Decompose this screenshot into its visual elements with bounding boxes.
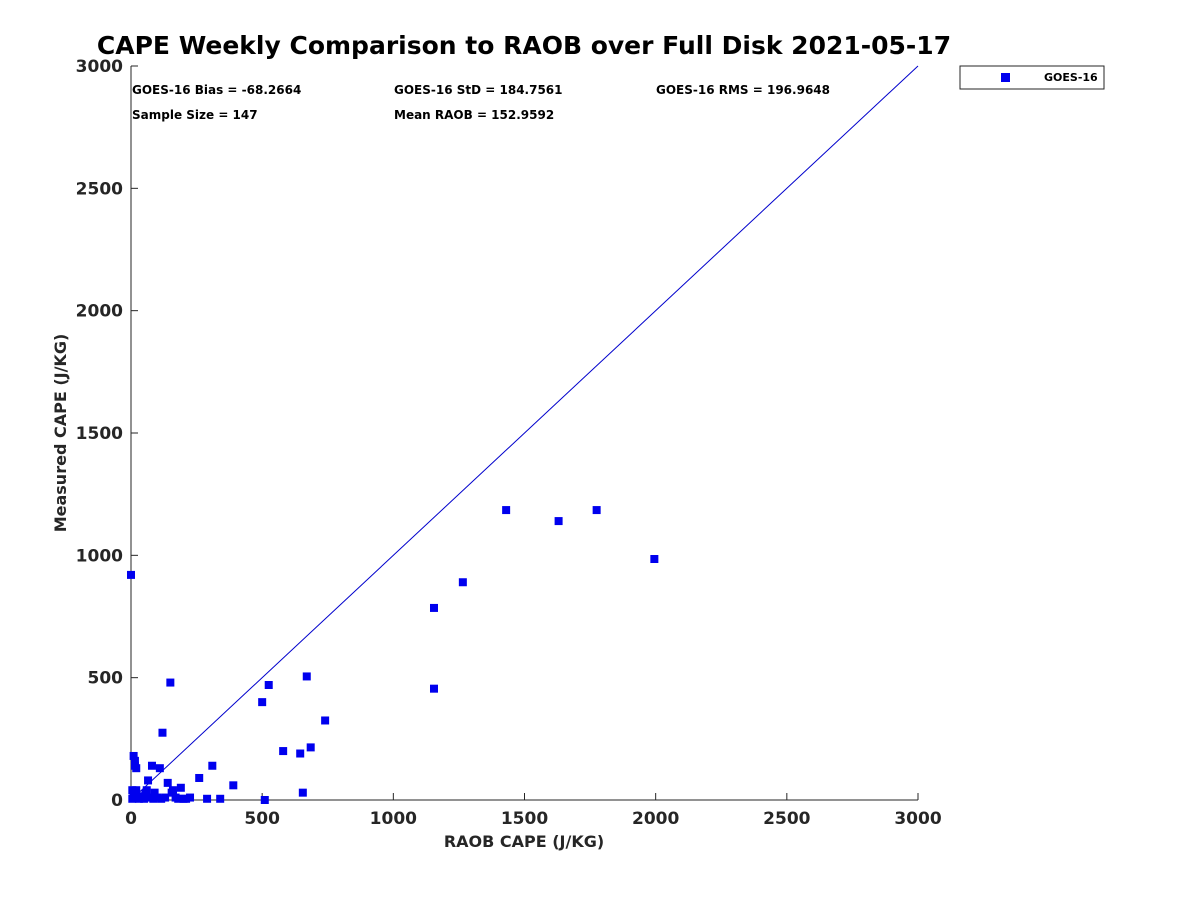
data-point-0-21 bbox=[155, 764, 164, 773]
y-tick-label-6: 3000 bbox=[76, 57, 123, 77]
legend-box bbox=[959, 65, 1105, 90]
data-point-0-12 bbox=[140, 794, 149, 803]
x-tick-label-1: 500 bbox=[244, 809, 280, 829]
reference-line-1-to-1 bbox=[130, 65, 919, 801]
x-tick-label-0: 0 bbox=[125, 809, 137, 829]
stat-bias: GOES-16 Bias = -68.2664 bbox=[132, 83, 301, 97]
data-point-0-51 bbox=[458, 578, 467, 587]
x-tick-label-6: 3000 bbox=[894, 809, 941, 829]
data-point-0-19 bbox=[150, 788, 159, 797]
data-point-0-50 bbox=[429, 684, 438, 693]
data-point-0-2 bbox=[130, 756, 139, 765]
y-tick-label-2: 1000 bbox=[76, 546, 123, 566]
data-point-0-4 bbox=[132, 764, 141, 773]
data-point-0-15 bbox=[144, 776, 153, 785]
legend: GOES-16 bbox=[959, 65, 1105, 90]
data-point-0-6 bbox=[132, 786, 141, 795]
data-point-0-53 bbox=[554, 517, 563, 526]
data-point-0-34 bbox=[186, 793, 195, 802]
data-point-0-43 bbox=[279, 747, 288, 756]
data-point-0-49 bbox=[429, 603, 438, 612]
plot-area: 0 500 1000 1500 2000 2500 3000 0 500 1000 1500 2000… bbox=[76, 57, 942, 829]
data-point-0-40 bbox=[258, 698, 267, 707]
y-tick-label-1: 500 bbox=[88, 669, 124, 689]
y-tick-label-0: 0 bbox=[111, 791, 123, 811]
x-tick-label-5: 2500 bbox=[763, 809, 810, 829]
data-point-0-37 bbox=[208, 761, 217, 770]
data-point-0-26 bbox=[166, 678, 175, 687]
y-tick-label-4: 2000 bbox=[76, 302, 123, 322]
data-point-0-48 bbox=[321, 716, 330, 725]
data-point-0-46 bbox=[302, 672, 311, 681]
chart-title: CAPE Weekly Comparison to RAOB over Full… bbox=[97, 31, 951, 60]
data-point-0-28 bbox=[168, 786, 177, 795]
stat-std: GOES-16 StD = 184.7561 bbox=[394, 83, 563, 97]
data-point-0-36 bbox=[203, 794, 212, 803]
data-point-0-47 bbox=[306, 743, 315, 752]
data-point-0-1 bbox=[129, 751, 138, 760]
data-point-0-44 bbox=[296, 749, 305, 758]
x-tick-label-3: 1500 bbox=[501, 809, 548, 829]
data-point-0-31 bbox=[176, 783, 185, 792]
data-point-0-30 bbox=[174, 794, 183, 803]
data-point-0-17 bbox=[147, 761, 156, 770]
data-point-0-42 bbox=[264, 681, 273, 690]
stat-sample-size: Sample Size = 147 bbox=[132, 108, 258, 122]
data-point-0-14 bbox=[142, 786, 151, 795]
x-axis-label: RAOB CAPE (J/KG) bbox=[444, 832, 604, 851]
data-point-0-55 bbox=[650, 555, 659, 564]
data-point-0-0 bbox=[127, 570, 135, 579]
data-point-0-35 bbox=[195, 773, 204, 782]
x-tick-label-2: 1000 bbox=[370, 809, 417, 829]
data-point-0-54 bbox=[592, 506, 601, 515]
data-point-0-10 bbox=[128, 794, 137, 803]
legend-marker-goes-16 bbox=[1001, 73, 1010, 82]
data-point-0-24 bbox=[161, 793, 170, 802]
stat-rms: GOES-16 RMS = 196.9648 bbox=[656, 83, 830, 97]
legend-label-goes-16: GOES-16 bbox=[1044, 71, 1098, 84]
data-point-0-41 bbox=[260, 796, 269, 804]
data-point-0-39 bbox=[229, 781, 238, 790]
stat-mean-raob: Mean RAOB = 152.9592 bbox=[394, 108, 554, 122]
data-point-0-23 bbox=[158, 728, 167, 737]
data-point-0-38 bbox=[216, 794, 225, 803]
y-axis-label: Measured CAPE (J/KG) bbox=[51, 334, 70, 533]
data-point-0-45 bbox=[298, 788, 307, 797]
data-point-0-52 bbox=[502, 506, 511, 515]
x-tick-label-4: 2000 bbox=[632, 809, 679, 829]
data-point-0-25 bbox=[163, 778, 172, 787]
y-tick-label-3: 1500 bbox=[76, 424, 123, 444]
y-tick-label-5: 2500 bbox=[76, 179, 123, 199]
